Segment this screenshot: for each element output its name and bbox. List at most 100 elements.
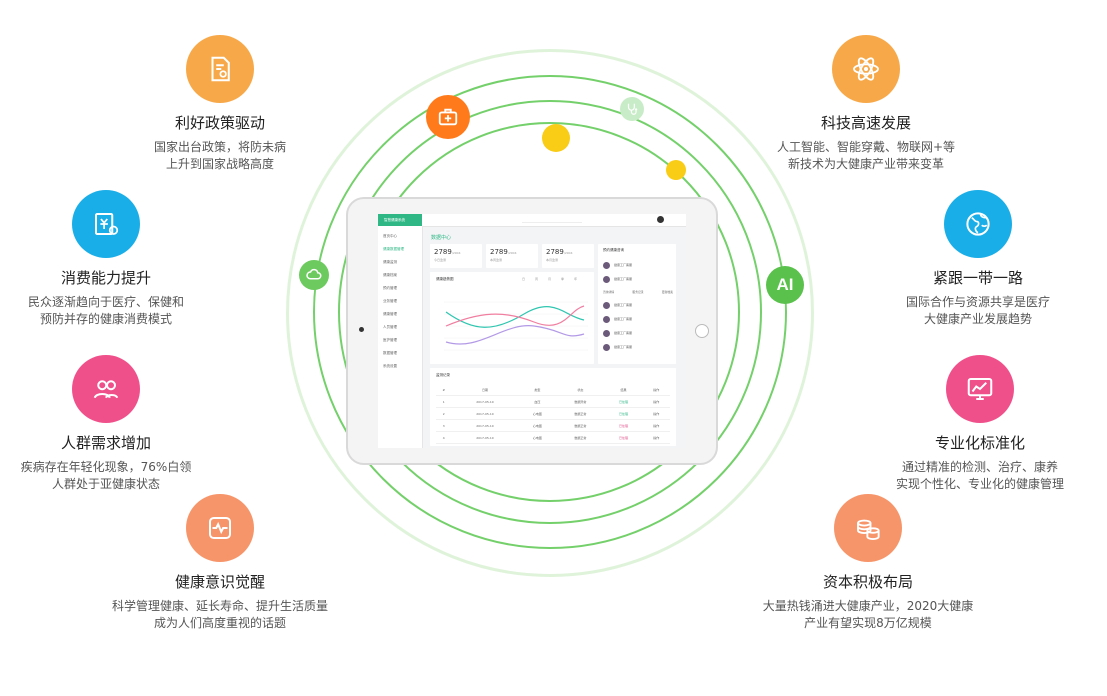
avatar xyxy=(603,261,610,269)
table-cell: 5 xyxy=(436,443,452,448)
consult-list-item[interactable]: 健康工厂客服 xyxy=(603,312,673,326)
consult-action-button[interactable]: 咨询详情 xyxy=(603,290,615,294)
feature-capital: 资本积极布局 大量热钱涌进大健康产业，2020大健康 产业有望实现8万亿规模 xyxy=(746,494,990,632)
chart-tab[interactable]: 月 xyxy=(548,277,552,281)
table-cell: 心电图 xyxy=(518,407,557,420)
orbit-ring-3 xyxy=(338,100,762,524)
trend-line-purple xyxy=(445,325,585,345)
consult-name: 健康工厂客服 xyxy=(614,331,633,335)
screen-topbar xyxy=(422,214,686,227)
stat-unit: /2904 xyxy=(507,251,517,255)
screen-nav-item[interactable]: 健康管理 xyxy=(383,312,397,316)
feature-policy: 利好政策驱动 国家出台政策，将防未病 上升到国家战略高度 xyxy=(120,35,320,173)
avatar xyxy=(603,301,610,309)
consult-list-title: 预约健康咨询 xyxy=(603,248,624,252)
screen-nav-item[interactable]: 人员管理 xyxy=(383,325,397,329)
stat-card-2: 2789/2904 本周监测 xyxy=(486,244,538,268)
table-row[interactable]: 1 2017-05-10 血压 数据异常 已处理 操作 xyxy=(436,395,670,408)
consult-list-item[interactable]: 健康工厂客服 xyxy=(603,326,673,340)
feature-desc-line: 人群处于亚健康状态 xyxy=(51,477,160,491)
screen-logo: 智慧健康系统 xyxy=(378,214,422,226)
feature-awareness: 健康意识觉醒 科学管理健康、延长寿命、提升生活质量 成为人们高度重视的话题 xyxy=(100,494,340,632)
feature-desc-line: 疾病存在年轻化现象，76%白领 xyxy=(20,460,192,474)
table-row[interactable]: 2 2017-05-10 心电图 数据正常 已处理 操作 xyxy=(436,407,670,420)
records-table: # 日期 类型 状态 结果 操作 1 2017-05-10 血压 数据异常 已处理 操作 2 2017-0… xyxy=(436,384,670,448)
screen-nav-item[interactable]: 健康数据管理 xyxy=(383,247,404,251)
chart-tab[interactable]: 日 xyxy=(522,277,526,281)
table-row[interactable]: 3 2017-05-10 心电图 数据正常 已处理 操作 xyxy=(436,419,670,432)
feature-title: 科技高速发展 xyxy=(820,114,911,132)
consult-name: 健康工厂客服 xyxy=(614,263,633,267)
consult-action-button[interactable]: 服务记录 xyxy=(632,290,644,294)
table-cell: 2017-05-10 xyxy=(451,443,519,448)
screen-nav-item[interactable]: 数据管理 xyxy=(383,351,397,355)
consult-action-button[interactable]: 更新档案 xyxy=(661,290,673,294)
screen-page-title: 数据中心 xyxy=(431,235,452,241)
stat-card-1: 2789/2904 今日监测 xyxy=(430,244,482,268)
chart-tab[interactable]: 季 xyxy=(561,277,565,281)
stat-label: 本月监测 xyxy=(546,258,559,262)
tablet-camera xyxy=(359,327,364,332)
feature-desc-line: 国际合作与资源共享是医疗 xyxy=(905,295,1050,309)
feature-desc-line: 新技术为大健康产业带来变革 xyxy=(787,157,944,171)
screen-nav-item[interactable]: 首页中心 xyxy=(383,234,397,238)
table-header: 操作 xyxy=(653,387,660,392)
screen-nav-item[interactable]: 系统设置 xyxy=(383,364,397,368)
screen-avatar[interactable] xyxy=(657,216,664,223)
feature-technology: 科技高速发展 人工智能、智能穿戴、物联网+等 新技术为大健康产业带来变革 xyxy=(764,35,968,173)
feature-desc-line: 预防并存的健康消费模式 xyxy=(39,312,172,326)
avatar xyxy=(603,275,610,283)
screen-search-input[interactable] xyxy=(522,218,582,223)
stat-value: 2789 xyxy=(434,248,452,256)
feature-title: 资本积极布局 xyxy=(822,573,913,591)
feature-desc-line: 成为人们高度重视的话题 xyxy=(153,616,286,630)
ai-orb: AI xyxy=(766,266,804,304)
chart-tab[interactable]: 年 xyxy=(574,277,578,281)
table-cell: 心电图 xyxy=(518,419,557,432)
table-cell[interactable]: 操作 xyxy=(642,431,670,444)
table-cell[interactable]: 操作 xyxy=(642,395,670,408)
table-cell: 心电图 xyxy=(518,431,557,444)
chart-tab[interactable]: 周 xyxy=(535,277,539,281)
stat-value: 2789 xyxy=(490,248,508,256)
tablet-home-button[interactable] xyxy=(695,324,709,338)
table-cell[interactable]: 操作 xyxy=(642,443,670,448)
consult-list-item[interactable]: 健康工厂客服 xyxy=(603,298,673,312)
consult-list-item[interactable]: 健康工厂客服 xyxy=(603,340,673,354)
screen-sidebar: 智慧健康系统 首页中心健康数据管理 健康监测健康档案预约管理业务管理健康管理人员管… xyxy=(378,214,423,448)
table-cell: 4 xyxy=(436,431,452,444)
trend-chart-card: 健康趋势图 日 周 月 季 年 xyxy=(430,272,594,364)
table-header: 日期 xyxy=(481,387,488,392)
feature-belt-road: 紧跟一带一路 国际合作与资源共享是医疗 大健康产业发展趋势 xyxy=(882,190,1074,328)
table-cell: 已处理 xyxy=(604,431,643,444)
people-icon xyxy=(93,380,119,399)
consult-list-item[interactable]: 健康工厂客服 xyxy=(603,272,673,286)
feature-desc-line: 上升到国家战略高度 xyxy=(165,157,274,171)
screen-nav-item[interactable]: 预约管理 xyxy=(383,286,397,290)
yellow-orb-small xyxy=(666,160,686,180)
table-cell: 血糖 xyxy=(518,443,557,448)
consult-list-item[interactable]: 健康工厂客服 xyxy=(603,258,673,272)
stat-label: 本周监测 xyxy=(490,258,503,262)
medical-kit-icon xyxy=(438,108,458,126)
table-row[interactable]: 4 2017-05-10 心电图 数据正常 已处理 操作 xyxy=(436,431,670,444)
screen-nav-item[interactable]: 业务管理 xyxy=(383,299,397,303)
table-cell: 血压 xyxy=(518,395,557,408)
consult-name: 健康工厂客服 xyxy=(614,277,633,281)
screen-nav: 首页中心健康数据管理 健康监测健康档案预约管理业务管理健康管理人员管理医护管理数据… xyxy=(378,226,422,373)
feature-title: 消费能力提升 xyxy=(60,269,151,287)
stat-value: 2789 xyxy=(546,248,564,256)
screen-nav-item[interactable]: 健康档案 xyxy=(383,273,397,277)
table-cell: 2 xyxy=(436,407,452,420)
table-row[interactable]: 52017-05-10血糖数据正常已处理操作 xyxy=(436,443,670,448)
screen-nav-item[interactable]: 医护管理 xyxy=(383,338,397,342)
feature-desc-line: 产业有望实现8万亿规模 xyxy=(804,616,932,630)
stethoscope-icon xyxy=(627,103,638,115)
table-cell[interactable]: 操作 xyxy=(642,407,670,420)
screen-nav-item[interactable]: 健康监测 xyxy=(383,260,397,264)
table-cell: 数据正常 xyxy=(556,431,605,444)
table-cell[interactable]: 操作 xyxy=(642,419,670,432)
stat-unit: /2904 xyxy=(451,251,461,255)
monitor-chart-icon xyxy=(967,378,993,400)
consult-actions: 咨询详情 服务记录 更新档案 xyxy=(603,286,673,298)
